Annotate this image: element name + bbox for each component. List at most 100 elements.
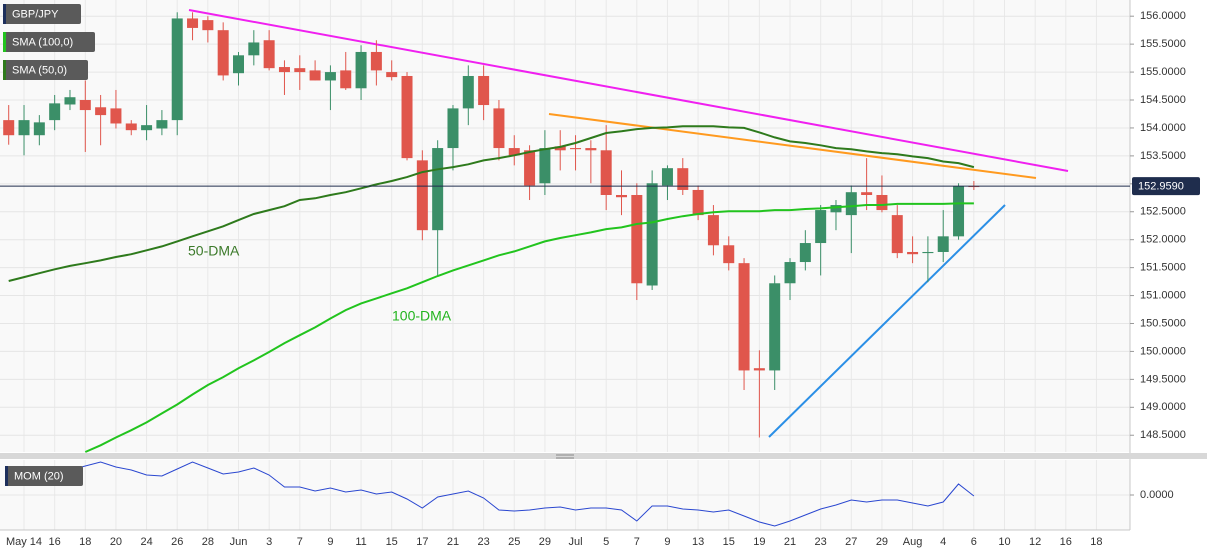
candle-body xyxy=(539,148,551,184)
candle-body xyxy=(125,123,137,131)
candle-body xyxy=(631,194,643,284)
candle-body xyxy=(156,120,168,129)
candle-body xyxy=(217,30,229,76)
candle-body xyxy=(753,368,765,371)
x-tick-label: 21 xyxy=(784,536,796,548)
candle-body xyxy=(524,150,536,186)
candle-body xyxy=(33,122,45,136)
x-tick-label: 24 xyxy=(140,536,152,548)
x-tick-label: 12 xyxy=(1029,536,1041,548)
x-tick-label: 18 xyxy=(79,536,91,548)
x-tick-label: 5 xyxy=(603,536,609,548)
legend-label: SMA (50,0) xyxy=(12,64,67,76)
y-tick-label: 150.5000 xyxy=(1140,317,1186,329)
candle-body xyxy=(416,160,428,231)
annotation: 50-DMA xyxy=(188,243,240,259)
x-tick-label: Jun xyxy=(230,536,248,548)
candle-body xyxy=(845,192,857,216)
sma-line xyxy=(84,202,974,453)
candle-body xyxy=(386,72,398,78)
x-tick-label: 27 xyxy=(845,536,857,548)
x-tick-label: 29 xyxy=(539,536,551,548)
y-tick-label: 148.5000 xyxy=(1140,429,1186,441)
x-tick-label: 26 xyxy=(171,536,183,548)
candle-body xyxy=(692,189,704,216)
candle-body xyxy=(370,51,382,71)
candle-body xyxy=(723,245,735,264)
x-tick-label: 15 xyxy=(386,536,398,548)
legend-item[interactable]: SMA (100,0) xyxy=(3,32,95,52)
candle-body xyxy=(355,51,367,89)
x-tick-label: 19 xyxy=(753,536,765,548)
candle-body xyxy=(49,103,61,121)
candle-body xyxy=(554,146,566,151)
candle-body xyxy=(769,283,781,371)
candle-body xyxy=(110,108,122,124)
last-price-label: 152.9590 xyxy=(1138,181,1184,193)
candle-body xyxy=(799,243,811,263)
candle-body xyxy=(340,70,352,89)
candle-body xyxy=(187,18,199,28)
candle-body xyxy=(324,72,336,81)
marks xyxy=(3,9,1069,527)
y-tick-label: 154.0000 xyxy=(1140,122,1186,134)
x-tick-label: 15 xyxy=(723,536,735,548)
candle-body xyxy=(784,262,796,284)
candle-body xyxy=(432,148,444,231)
x-tick-label: 3 xyxy=(266,536,272,548)
sma-line xyxy=(8,125,975,282)
candle-body xyxy=(95,107,107,116)
x-tick-label: 13 xyxy=(692,536,704,548)
legend-label: SMA (100,0) xyxy=(12,36,73,48)
x-tick-label: Jul xyxy=(569,536,583,548)
candle-body xyxy=(876,194,888,211)
candle-body xyxy=(616,194,627,198)
x-tick-label: 4 xyxy=(940,536,946,548)
candle-body xyxy=(600,150,612,195)
legend-item[interactable]: SMA (50,0) xyxy=(3,60,88,80)
main-panel xyxy=(0,0,1130,452)
mom-line xyxy=(8,461,975,527)
separator-handle[interactable] xyxy=(556,454,574,459)
candle-body xyxy=(953,186,965,237)
trendline-short xyxy=(548,113,1037,179)
candle-body xyxy=(202,20,214,31)
trendline-support xyxy=(768,204,1006,438)
x-tick-label: 6 xyxy=(971,536,977,548)
candle-body xyxy=(401,75,413,159)
candle-body xyxy=(171,18,183,121)
trendline-resistance xyxy=(188,9,1069,172)
x-tick-label: 28 xyxy=(202,536,214,548)
x-tick-label: 18 xyxy=(1090,536,1102,548)
candle-body xyxy=(937,236,949,252)
candle-body xyxy=(907,251,919,255)
candle-body xyxy=(18,120,30,136)
grid xyxy=(0,0,1130,530)
candle-body xyxy=(248,42,260,56)
candle-body xyxy=(278,67,290,73)
x-tick-label: 7 xyxy=(297,536,303,548)
y-tick-label: 152.5000 xyxy=(1140,206,1186,218)
candle-body xyxy=(447,108,459,149)
x-tick-label: 9 xyxy=(327,536,333,548)
x-tick-label: 25 xyxy=(508,536,520,548)
y-tick-label: 155.0000 xyxy=(1140,66,1186,78)
y-tick-label: 155.5000 xyxy=(1140,38,1186,50)
x-tick-label: 9 xyxy=(664,536,670,548)
y-tick-label: 152.0000 xyxy=(1140,234,1186,246)
candle-body xyxy=(263,40,275,69)
y-tick-label: 151.0000 xyxy=(1140,289,1186,301)
y-tick-label: 156.0000 xyxy=(1140,10,1186,22)
legend-item[interactable]: GBP/JPY xyxy=(3,4,81,24)
mom-legend[interactable]: MOM (20) xyxy=(5,466,83,486)
y-tick-label: 154.5000 xyxy=(1140,94,1186,106)
candle-body xyxy=(64,97,76,105)
x-tick-label: 11 xyxy=(355,536,366,548)
candle-body xyxy=(141,125,153,131)
x-tick-label: 17 xyxy=(416,536,428,548)
candle-body xyxy=(462,75,474,109)
candle-body xyxy=(478,75,490,106)
y-tick-label: 0.0000 xyxy=(1140,489,1174,501)
candle-body xyxy=(493,108,505,149)
